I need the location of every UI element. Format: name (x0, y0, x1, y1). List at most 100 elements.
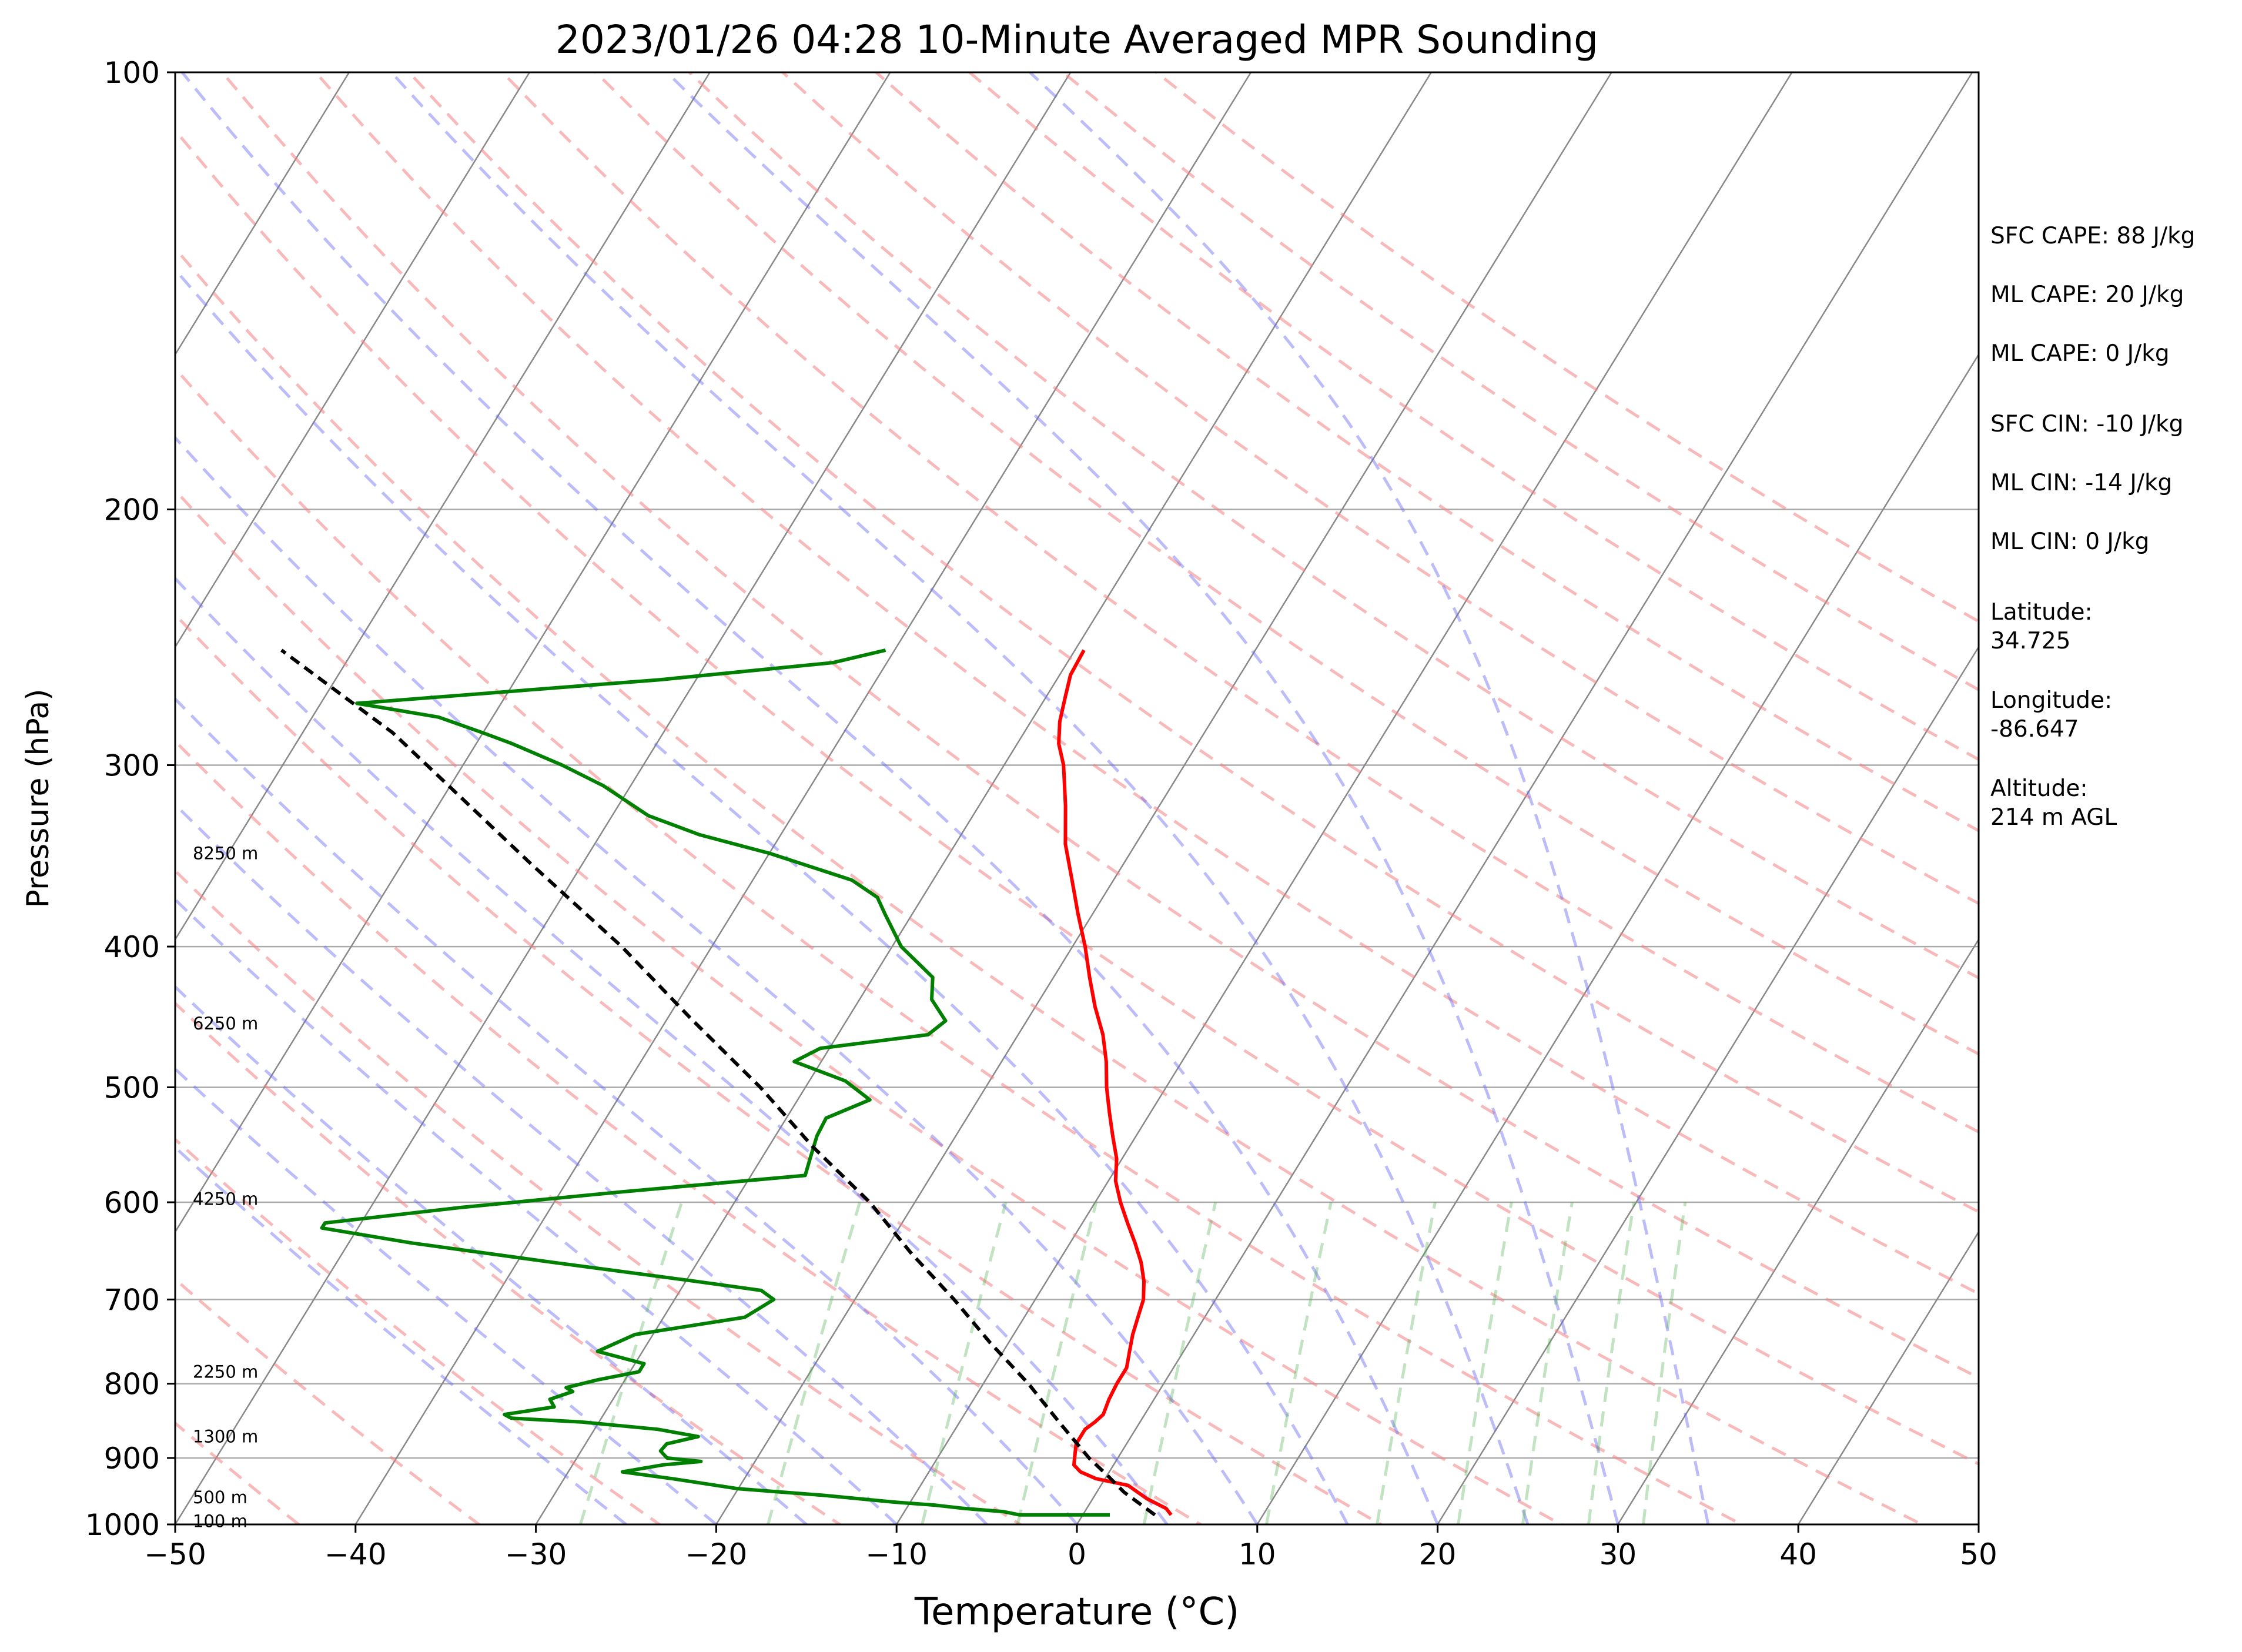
ml-cape-text: ML CAPE: 20 J/kg (1990, 282, 2184, 308)
y-tick-label: 500 (104, 1071, 160, 1105)
longitude-value: -86.647 (1990, 716, 2079, 743)
dry-adiabat-line (175, 1001, 843, 1524)
plot-frame (174, 71, 1980, 1526)
mixing-ratio-line (1142, 1202, 1217, 1524)
moist-adiabat-line (1029, 72, 1710, 1524)
moist-adiabat-line (180, 72, 1439, 1524)
x-tick-label: 0 (1068, 1537, 1086, 1571)
isotherm-line (1256, 353, 1979, 1524)
moist-adiabat-line (390, 72, 1530, 1524)
height-label: 500 m (193, 1487, 247, 1507)
latitude-label: Latitude: (1990, 599, 2093, 626)
ml-cape-text-2: ML CAPE: 0 J/kg (1990, 340, 2170, 367)
moist-adiabat-line (665, 72, 1619, 1524)
series-layer (280, 648, 1173, 1517)
ml-cin-text-2: ML CIN: 0 J/kg (1990, 529, 2149, 555)
background-lines (175, 72, 1979, 1524)
mixing-ratio-line (1457, 1202, 1513, 1524)
dry-adiabat-line (175, 1137, 662, 1524)
isotherm-line (715, 72, 1613, 1524)
x-tick-label: 20 (1419, 1537, 1457, 1571)
isotherm-line (1617, 938, 1979, 1524)
x-tick-label: −10 (865, 1537, 928, 1571)
x-axis: −50 −40 −30 −20 −10 0 10 20 30 40 50 (144, 1524, 1997, 1571)
height-label: 8250 m (193, 843, 258, 863)
dry-adiabat-line (175, 246, 1925, 1524)
moist-adiabat-line (175, 435, 1259, 1524)
y-axis-label: Pressure (hPa) (21, 689, 56, 908)
dry-adiabat-line (407, 72, 1979, 1214)
isotherm-line (175, 72, 531, 648)
mixing-ratio-line (1016, 1202, 1098, 1524)
temperature-profile-line (1057, 649, 1173, 1516)
dry-adiabat-line (175, 366, 1745, 1524)
dry-adiabat-line (1060, 72, 1979, 692)
isotherm-line (1437, 646, 1979, 1524)
moist-adiabat-line (175, 697, 1078, 1524)
isotherm-line (175, 72, 1072, 1524)
sfc-cape-text: SFC CAPE: 88 J/kg (1990, 223, 2195, 249)
y-tick-label: 1000 (85, 1508, 160, 1542)
altitude-label: Altitude: (1990, 775, 2088, 802)
x-tick-label: 30 (1599, 1537, 1637, 1571)
moist-adiabat-line (175, 985, 808, 1524)
x-tick-label: −40 (324, 1537, 387, 1571)
x-tick-label: −50 (144, 1537, 206, 1571)
plot-area (175, 72, 1979, 1524)
moist-adiabat-line (175, 267, 1349, 1524)
y-tick-label: 700 (104, 1283, 160, 1317)
y-tick-label: 600 (104, 1186, 160, 1220)
dry-adiabat-line (175, 868, 1023, 1524)
mixing-ratio-line (921, 1202, 1008, 1524)
isotherm-line (895, 72, 1793, 1524)
x-axis-label: Temperature (°C) (914, 1590, 1239, 1634)
isotherm-line (354, 72, 1252, 1524)
mixing-ratio-line (1587, 1202, 1636, 1524)
height-label: 100 m (193, 1511, 247, 1531)
mixing-ratio-line (579, 1202, 684, 1524)
y-tick-label: 200 (104, 493, 160, 527)
y-tick-label: 300 (104, 748, 160, 782)
isotherm-line (1797, 1230, 1979, 1524)
latitude-value: 34.725 (1990, 628, 2070, 654)
height-label: 2250 m (193, 1362, 258, 1382)
height-labels: 8250 m 6250 m 4250 m 2250 m 1300 m 500 m 100 m (193, 843, 258, 1531)
moist-adiabat-line (175, 576, 1169, 1524)
isotherm-line (175, 72, 891, 1233)
mixing-ratio-line (1521, 1202, 1574, 1524)
y-tick-label: 900 (104, 1442, 160, 1476)
isotherm-line (175, 72, 350, 356)
dry-adiabat-line (780, 72, 1979, 905)
dry-adiabat-line (175, 1277, 482, 1524)
isotherm-line (1076, 72, 1973, 1524)
dry-adiabat-line (175, 488, 1565, 1524)
height-label: 1300 m (193, 1427, 258, 1447)
mixing-ratio-line (1642, 1202, 1687, 1524)
dry-adiabat-line (175, 739, 1204, 1524)
dry-adiabat-line (594, 72, 1979, 1056)
mixing-ratio-line (1376, 1202, 1437, 1524)
isotherm-line (535, 72, 1433, 1524)
altitude-value: 214 m AGL (1990, 804, 2117, 831)
isotherm-line (175, 72, 711, 941)
chart-title: 2023/01/26 04:28 10-Minute Averaged MPR … (556, 17, 1598, 62)
y-tick-label: 800 (104, 1367, 160, 1402)
y-axis: 100 200 300 400 500 600 700 800 900 1000 (85, 56, 175, 1542)
x-tick-label: 10 (1239, 1537, 1276, 1571)
sfc-cin-text: SFC CIN: -10 J/kg (1990, 411, 2183, 437)
dry-adiabat-line (175, 128, 1979, 1466)
dewpoint-profile-line (320, 648, 1110, 1517)
moist-adiabat-line (175, 897, 898, 1524)
height-label: 6250 m (193, 1014, 258, 1034)
dry-adiabat-line (313, 72, 1979, 1296)
ml-cin-text: ML CIN: -14 J/kg (1990, 470, 2172, 496)
x-tick-label: 50 (1960, 1537, 1997, 1571)
moist-adiabat-line (175, 802, 988, 1524)
y-tick-label: 400 (104, 930, 160, 964)
x-tick-label: −30 (505, 1537, 567, 1571)
parcel-profile-line (280, 648, 1156, 1517)
height-label: 4250 m (193, 1189, 258, 1209)
mixing-ratio-line (1265, 1202, 1333, 1524)
dry-adiabat-line (220, 72, 1979, 1380)
